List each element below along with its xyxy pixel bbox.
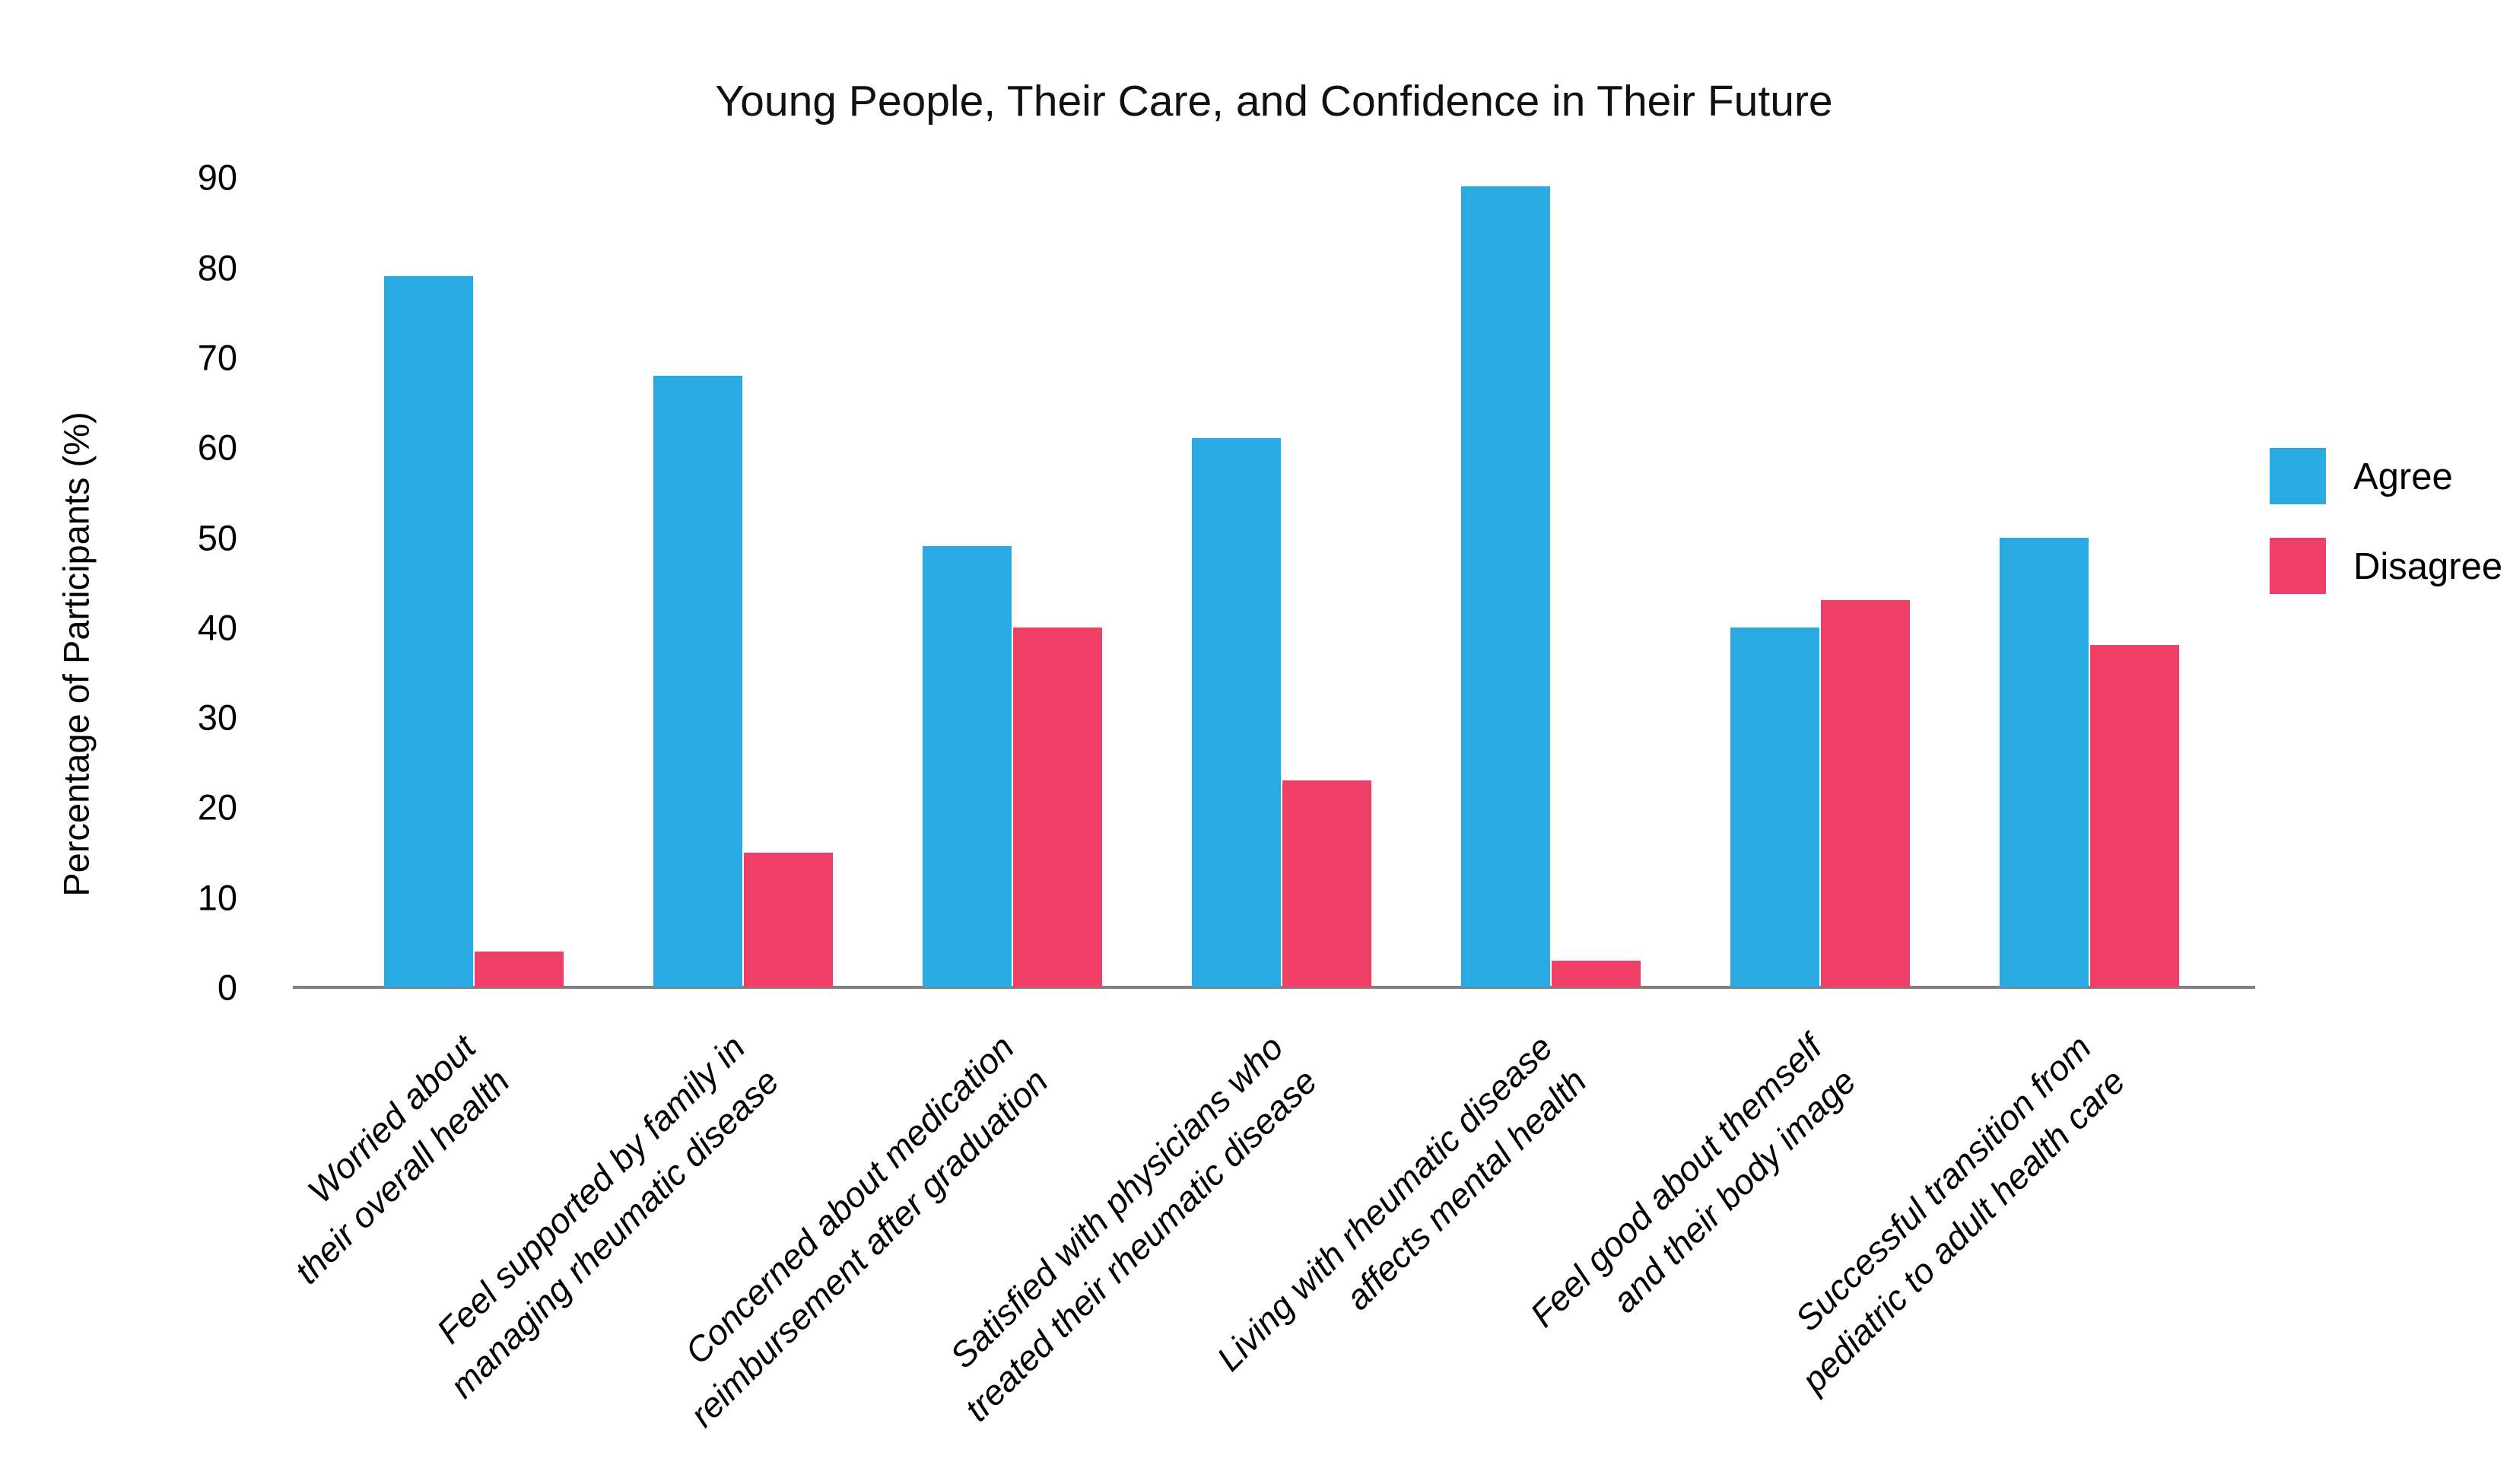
legend-agree-swatch bbox=[2270, 448, 2326, 504]
y-tick-label-90: 90 bbox=[197, 157, 237, 198]
bar-agree-2 bbox=[923, 546, 1012, 987]
bar-agree-5 bbox=[1730, 627, 1819, 987]
y-tick-label-30: 30 bbox=[197, 697, 237, 738]
y-tick-label-40: 40 bbox=[197, 607, 237, 648]
x-axis-line bbox=[293, 986, 2255, 989]
y-tick-label-50: 50 bbox=[197, 517, 237, 558]
bar-disagree-2 bbox=[1013, 627, 1102, 987]
bar-disagree-6 bbox=[2090, 645, 2179, 987]
legend-disagree-label: Disagree bbox=[2353, 546, 2503, 587]
bar-agree-4 bbox=[1461, 186, 1550, 987]
legend-agree-label: Agree bbox=[2353, 456, 2453, 497]
bar-disagree-1 bbox=[744, 852, 833, 987]
bar-agree-3 bbox=[1192, 438, 1281, 987]
bar-disagree-5 bbox=[1821, 600, 1910, 987]
bar-disagree-3 bbox=[1282, 780, 1371, 987]
legend-disagree-swatch bbox=[2270, 538, 2326, 594]
bar-disagree-0 bbox=[475, 951, 564, 987]
y-tick-label-70: 70 bbox=[197, 337, 237, 378]
bar-agree-1 bbox=[653, 375, 742, 987]
bar-agree-6 bbox=[2000, 537, 2089, 987]
y-tick-label-60: 60 bbox=[197, 427, 237, 468]
y-tick-label-80: 80 bbox=[197, 247, 237, 288]
bar-disagree-4 bbox=[1552, 960, 1641, 987]
bar-agree-0 bbox=[384, 276, 473, 987]
y-axis-title: Percentage of Participants (%) bbox=[56, 412, 97, 897]
chart-title: Young People, Their Care, and Confidence… bbox=[715, 77, 1833, 126]
y-tick-label-20: 20 bbox=[197, 786, 237, 828]
x-category-label-text: Worried about their overall health bbox=[287, 1027, 518, 1292]
y-tick-label-10: 10 bbox=[197, 877, 237, 918]
y-tick-label-0: 0 bbox=[217, 967, 237, 1008]
